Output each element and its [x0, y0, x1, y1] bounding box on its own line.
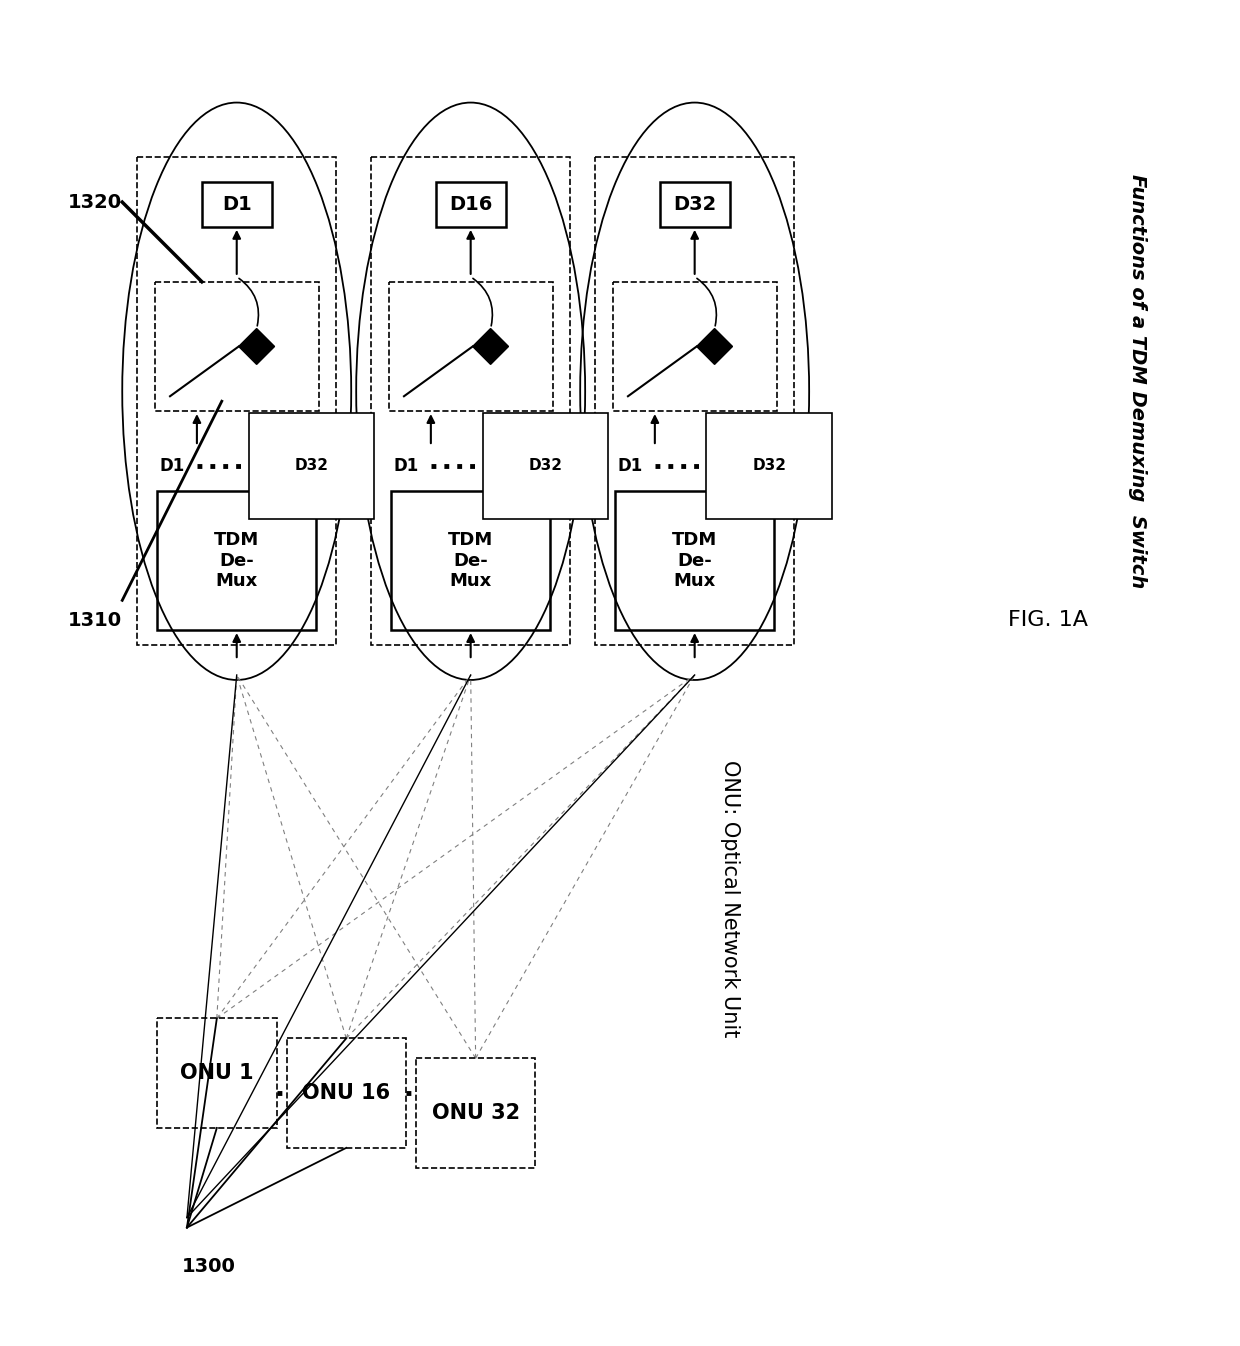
- Text: 1300: 1300: [182, 1257, 236, 1276]
- Bar: [435, 182, 506, 227]
- Bar: [660, 182, 729, 227]
- Bar: [157, 1019, 277, 1128]
- Text: D32: D32: [294, 459, 329, 474]
- Text: D16: D16: [449, 195, 492, 214]
- Polygon shape: [472, 328, 508, 365]
- Text: D1: D1: [222, 195, 252, 214]
- Text: 1320: 1320: [67, 192, 122, 211]
- Bar: [202, 182, 272, 227]
- Text: ONU: Optical Network Unit: ONU: Optical Network Unit: [719, 760, 739, 1038]
- Text: D32: D32: [673, 195, 717, 214]
- Text: ONU 32: ONU 32: [432, 1102, 520, 1123]
- Bar: [155, 281, 320, 411]
- Text: TDM
De-
Mux: TDM De- Mux: [448, 530, 494, 591]
- Bar: [615, 491, 774, 630]
- Text: ONU 16: ONU 16: [303, 1084, 391, 1104]
- Bar: [391, 491, 551, 630]
- Polygon shape: [697, 328, 733, 365]
- Text: D32: D32: [753, 459, 786, 474]
- Text: TDM
De-
Mux: TDM De- Mux: [672, 530, 717, 591]
- Text: D1: D1: [393, 456, 419, 475]
- Bar: [613, 281, 777, 411]
- Text: D32: D32: [528, 459, 562, 474]
- Text: D1: D1: [618, 456, 642, 475]
- Text: Functions of a TDM Demuxing  Switch: Functions of a TDM Demuxing Switch: [1128, 174, 1147, 588]
- Bar: [286, 1038, 405, 1148]
- Text: FIG. 1A: FIG. 1A: [1008, 610, 1087, 630]
- Polygon shape: [239, 328, 274, 365]
- Text: ONU 1: ONU 1: [180, 1063, 254, 1084]
- Text: TDM
De-
Mux: TDM De- Mux: [215, 530, 259, 591]
- Bar: [389, 281, 553, 411]
- Bar: [157, 491, 316, 630]
- Bar: [371, 157, 570, 645]
- Bar: [595, 157, 794, 645]
- Text: D1: D1: [160, 456, 185, 475]
- Text: 1310: 1310: [67, 611, 122, 630]
- Bar: [138, 157, 336, 645]
- Bar: [415, 1058, 536, 1168]
